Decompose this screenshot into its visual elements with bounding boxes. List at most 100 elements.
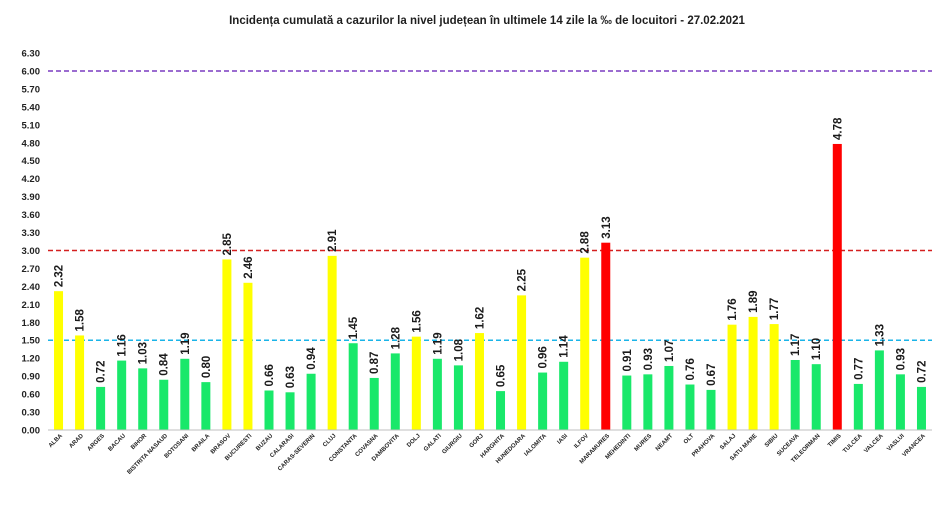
bar	[75, 335, 85, 430]
data-label: 0.63	[285, 366, 297, 388]
bar	[811, 364, 821, 430]
x-tick-label: BIHOR	[130, 433, 148, 451]
bar	[138, 368, 148, 430]
y-tick-label: 3.60	[22, 210, 41, 221]
data-label: 1.07	[664, 340, 676, 362]
data-label: 0.80	[201, 356, 213, 378]
data-label: 1.62	[474, 307, 486, 329]
data-label: 1.19	[432, 332, 444, 354]
x-tick-label: DOLJ	[406, 433, 422, 449]
data-label: 2.25	[517, 268, 529, 291]
y-tick-label: 5.70	[22, 84, 41, 95]
data-label: 0.77	[853, 358, 865, 380]
bar	[790, 359, 800, 430]
y-tick-label: 6.30	[22, 49, 41, 60]
x-tick-label: PRAHOVA	[691, 433, 717, 459]
x-tick-label: BISTRITA NASAUD	[127, 433, 170, 476]
x-tick-label: BUZAU	[255, 433, 274, 452]
y-tick-label: 3.90	[22, 192, 41, 203]
data-label: 0.67	[706, 364, 718, 386]
x-tick-label: ILFOV	[573, 433, 590, 450]
bar	[622, 375, 632, 430]
y-tick-label: 2.70	[22, 264, 41, 275]
data-label: 1.16	[117, 334, 129, 356]
bar	[411, 336, 421, 430]
bar	[306, 373, 316, 430]
bar	[874, 350, 884, 430]
x-tick-label: GIURGIU	[441, 433, 463, 455]
data-label: 1.28	[390, 326, 402, 349]
x-tick-label: BACAU	[108, 433, 128, 453]
x-tick-label: SALAJ	[719, 433, 737, 451]
bar	[748, 316, 758, 430]
data-label: 2.91	[327, 229, 339, 252]
bar	[832, 143, 842, 430]
data-label: 0.93	[643, 348, 655, 370]
bar	[222, 259, 232, 430]
bar	[601, 242, 611, 430]
x-tick-label: MURES	[634, 433, 654, 453]
bar	[453, 365, 463, 430]
bar	[117, 360, 127, 430]
bar	[643, 374, 653, 430]
bar	[327, 255, 337, 430]
data-label: 4.78	[832, 117, 844, 140]
x-tick-label: SIBIU	[764, 433, 780, 449]
bars	[54, 143, 926, 430]
bar	[96, 386, 106, 430]
y-tick-label: 4.50	[22, 156, 41, 167]
data-label: 1.08	[453, 338, 465, 361]
x-tick-label: VRANCEA	[902, 433, 928, 459]
y-tick-label: 0.00	[22, 426, 41, 437]
x-tick-label: CARAS-SEVERIN	[277, 433, 316, 472]
y-tick-label: 6.00	[22, 66, 41, 77]
bar	[517, 295, 527, 430]
y-tick-label: 0.60	[22, 390, 41, 401]
bar	[685, 384, 695, 430]
y-tick-label: 0.90	[22, 372, 41, 383]
data-label: 0.93	[895, 348, 907, 370]
y-tick-label: 4.20	[22, 174, 41, 185]
data-label: 0.87	[369, 352, 381, 374]
y-tick-label: 0.30	[22, 408, 41, 419]
data-label: 0.94	[306, 347, 318, 370]
data-label: 0.65	[496, 364, 508, 387]
x-tick-label: TIMIS	[827, 433, 843, 449]
bar	[496, 391, 506, 430]
bar	[285, 392, 295, 430]
data-labels: 2.32 1.58 0.72 1.16 1.03 0.84 1.19 0.80 2.85 2.46…	[54, 117, 929, 388]
bar	[54, 291, 64, 430]
y-tick-label: 4.80	[22, 138, 41, 149]
y-tick-label: 2.10	[22, 300, 41, 311]
data-label: 2.32	[54, 265, 66, 287]
data-label: 1.14	[559, 335, 571, 358]
data-label: 0.72	[96, 361, 108, 383]
y-tick-label: 5.10	[22, 120, 41, 131]
y-tick-label: 1.20	[22, 354, 41, 365]
y-tick-label: 2.40	[22, 282, 41, 293]
y-tick-label: 1.80	[22, 318, 41, 329]
x-tick-label: CLUJ	[322, 433, 337, 448]
data-label: 0.84	[159, 353, 171, 376]
y-tick-label: 3.00	[22, 246, 41, 257]
data-label: 2.88	[580, 231, 592, 254]
data-label: 0.76	[685, 358, 697, 380]
data-label: 1.77	[769, 298, 781, 320]
x-tick-label: VASLUI	[886, 433, 906, 453]
data-label: 1.19	[180, 332, 192, 354]
data-label: 0.66	[264, 364, 276, 386]
x-tick-label: VALCEA	[863, 433, 885, 455]
bar	[201, 382, 211, 430]
x-tick-label: GALATI	[423, 433, 443, 453]
x-tick-label: ARGES	[87, 433, 106, 452]
bar	[916, 386, 926, 430]
bar	[895, 374, 905, 430]
bar	[348, 343, 358, 430]
bar	[559, 361, 569, 430]
bar	[159, 379, 169, 430]
y-tick-label: 5.40	[22, 102, 41, 113]
data-label: 1.10	[811, 338, 823, 360]
